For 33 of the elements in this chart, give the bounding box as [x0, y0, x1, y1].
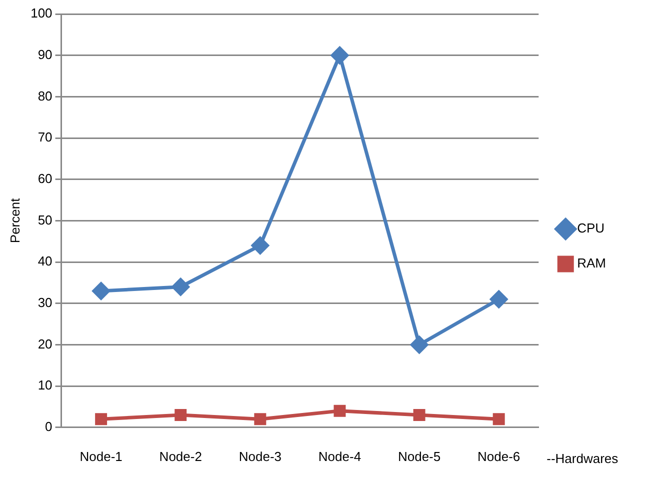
y-tick-label: 100 [30, 6, 52, 21]
point [95, 413, 108, 426]
x-axis-title: --Hardwares [546, 450, 619, 466]
point [490, 290, 508, 308]
y-axis-title: Percent [7, 198, 22, 244]
legend-label: CPU [577, 220, 605, 236]
y-tick-label: 70 [38, 130, 52, 145]
x-tick-label: Node-2 [159, 448, 202, 464]
point [330, 46, 348, 64]
y-tick-label: 50 [38, 212, 52, 228]
point [334, 404, 346, 417]
y-tick-label: 30 [38, 294, 52, 310]
x-tick-label: Node-5 [398, 448, 441, 464]
y-tick-label: 40 [38, 254, 52, 269]
legend-label: RAM [577, 256, 606, 271]
y-tick-label: 10 [38, 378, 52, 393]
y-tick-label: 0 [45, 418, 52, 434]
y-tick-label: 20 [38, 336, 52, 352]
x-tick-label: Node-3 [238, 448, 282, 464]
y-tick-label: 60 [38, 170, 52, 186]
point [174, 409, 187, 421]
point [251, 236, 269, 254]
point [413, 409, 426, 421]
x-tick-label: Node-6 [478, 448, 520, 464]
point [92, 282, 110, 300]
y-tick-label: 80 [38, 88, 52, 104]
point [254, 413, 266, 426]
point [492, 413, 505, 426]
point [410, 336, 428, 354]
point [172, 278, 190, 296]
x-tick-label: Node-1 [80, 448, 122, 464]
x-tick-label: Node-4 [318, 448, 362, 464]
y-tick-label: 90 [38, 46, 52, 62]
